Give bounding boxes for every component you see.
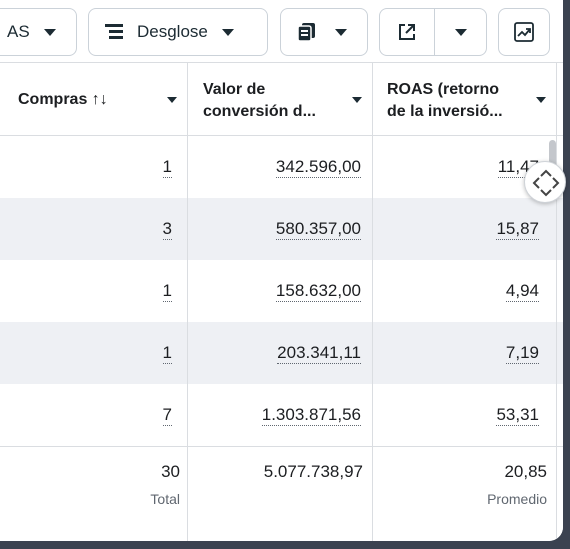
cell-conversion-value[interactable]: 342.596,00 [188, 136, 361, 198]
breakdown-icon [105, 23, 125, 41]
column-header-roas[interactable]: ROAS (retorno de la inversió... [373, 63, 556, 135]
roas-value: 15,87 [496, 218, 539, 240]
column-header-roas-line2: de la inversió... [387, 103, 503, 120]
table-row: 1 158.632,00 4,94 [0, 260, 563, 322]
columns-dropdown-label: AS [7, 22, 30, 41]
purchases-value: 3 [162, 218, 172, 240]
table-footer-totals: 30 Total 5.077.738,97 20,85 Promedio [0, 446, 563, 541]
conversion-value: 1.303.871,56 [261, 404, 361, 426]
table-toolbar: AS Desglose [0, 0, 563, 62]
table-header: Compras ↑↓ Valor de conversión d... ROAS… [0, 62, 563, 136]
reports-icon [297, 22, 317, 42]
columns-dropdown[interactable]: AS [0, 8, 77, 56]
button-divider [434, 9, 435, 55]
column-header-purchases-label: Compras ↑↓ [18, 91, 108, 108]
chart-icon [513, 21, 535, 43]
chevron-down-icon [352, 97, 362, 103]
cell-roas[interactable]: 4,94 [373, 260, 539, 322]
conversion-value: 203.341,11 [277, 342, 361, 364]
total-roas: 20,85 Promedio [373, 461, 547, 507]
purchases-value: 1 [162, 156, 172, 178]
column-header-roas-line1: ROAS (retorno [387, 81, 499, 98]
roas-value: 7,19 [505, 342, 539, 364]
pan-handle-icon[interactable] [524, 161, 566, 203]
purchases-value: 7 [162, 404, 172, 426]
total-roas-value: 20,85 [504, 462, 547, 481]
export-options-dropdown[interactable] [435, 9, 487, 55]
chevron-down-icon [167, 97, 177, 103]
purchases-value: 1 [162, 342, 172, 364]
cell-purchases[interactable]: 1 [0, 136, 172, 198]
cell-purchases[interactable]: 1 [0, 260, 172, 322]
column-divider [187, 62, 188, 541]
column-header-purchases[interactable]: Compras ↑↓ [0, 63, 187, 135]
reports-dropdown[interactable] [280, 8, 368, 56]
table-row: 1 342.596,00 11,47 [0, 136, 563, 198]
cell-conversion-value[interactable]: 580.357,00 [188, 198, 361, 260]
total-purchases-value: 30 [161, 462, 180, 481]
conversion-value: 158.632,00 [275, 280, 361, 302]
chart-button[interactable] [498, 8, 550, 56]
export-button-group [379, 8, 487, 56]
table-row: 1 203.341,11 7,19 [0, 322, 563, 384]
cell-roas[interactable]: 11,47 [373, 136, 539, 198]
cell-conversion-value[interactable]: 1.303.871,56 [188, 384, 361, 446]
table-row: 7 1.303.871,56 53,31 [0, 384, 563, 446]
cell-purchases[interactable]: 3 [0, 198, 172, 260]
chevron-down-icon [335, 28, 347, 36]
ads-table-panel: AS Desglose [0, 0, 563, 541]
cell-conversion-value[interactable]: 158.632,00 [188, 260, 361, 322]
column-header-conversion-value-line2: conversión d... [203, 103, 316, 120]
column-divider [372, 62, 373, 541]
export-icon [397, 22, 417, 42]
cell-purchases[interactable]: 1 [0, 322, 172, 384]
column-header-conversion-value-line1: Valor de [203, 81, 266, 98]
export-button[interactable] [380, 9, 434, 55]
cell-roas[interactable]: 53,31 [373, 384, 539, 446]
chevron-down-icon [221, 28, 234, 36]
total-purchases-label: Total [150, 491, 180, 507]
chevron-down-icon [536, 97, 546, 103]
column-header-conversion-value[interactable]: Valor de conversión d... [188, 63, 372, 135]
total-conversion-value: 5.077.738,97 [188, 461, 363, 483]
cell-purchases[interactable]: 7 [0, 384, 172, 446]
breakdown-dropdown-label: Desglose [137, 22, 208, 41]
total-roas-label: Promedio [487, 491, 547, 507]
cell-roas[interactable]: 15,87 [373, 198, 539, 260]
chevron-down-icon [455, 28, 467, 36]
cell-conversion-value[interactable]: 203.341,11 [188, 322, 361, 384]
cell-roas[interactable]: 7,19 [373, 322, 539, 384]
conversion-value: 580.357,00 [275, 218, 361, 240]
column-divider [556, 62, 557, 541]
total-conversion-value-value: 5.077.738,97 [263, 462, 363, 481]
table-row: 3 580.357,00 15,87 [0, 198, 563, 260]
roas-value: 53,31 [496, 404, 539, 426]
chevron-down-icon [43, 28, 56, 36]
breakdown-dropdown[interactable]: Desglose [88, 8, 268, 56]
total-purchases: 30 Total [0, 461, 180, 507]
conversion-value: 342.596,00 [275, 156, 361, 178]
roas-value: 4,94 [505, 280, 539, 302]
purchases-value: 1 [162, 280, 172, 302]
